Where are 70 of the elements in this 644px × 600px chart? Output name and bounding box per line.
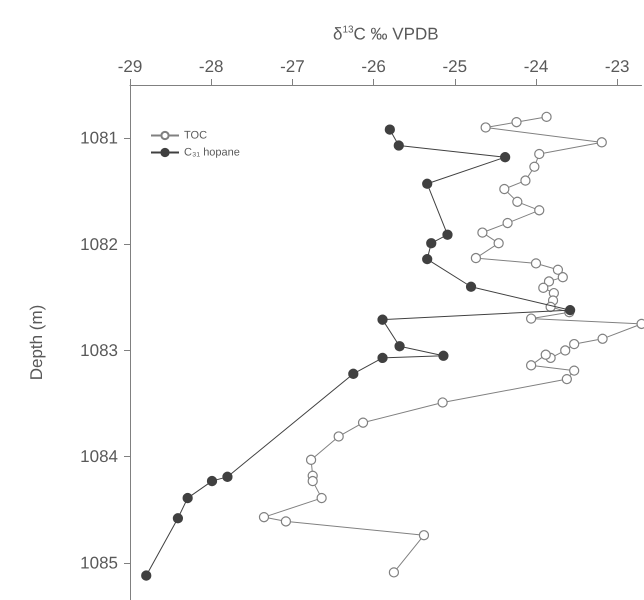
point (308, 476, 318, 486)
point (552, 264, 564, 275)
point (222, 472, 233, 482)
point (477, 228, 488, 238)
point (394, 140, 404, 151)
point (526, 360, 536, 370)
y-tick-label: 1082 (80, 234, 118, 254)
point (500, 152, 510, 162)
point (141, 570, 152, 581)
y-tick-label: 1081 (80, 128, 118, 148)
x-tick-label: -26 (361, 57, 386, 76)
x-tick-label: -25 (442, 57, 468, 76)
point (358, 418, 368, 428)
point (530, 258, 542, 268)
point (499, 184, 510, 194)
x-tick-label: -28 (198, 57, 224, 76)
point (562, 374, 572, 384)
point (422, 178, 432, 189)
point (206, 476, 218, 486)
point (384, 124, 395, 135)
point (280, 516, 292, 527)
point (541, 112, 552, 122)
legend-label: C₃₁ hopane (184, 146, 240, 158)
point (569, 338, 580, 350)
y-tick-label: 1084 (80, 447, 118, 466)
point (466, 282, 476, 292)
point (502, 218, 513, 228)
point (494, 238, 504, 248)
point (348, 368, 358, 379)
point (306, 454, 316, 465)
x-tick-label: -24 (524, 57, 548, 76)
point (558, 272, 568, 282)
x-tick-label: -27 (280, 57, 305, 76)
point (438, 397, 448, 408)
point (388, 567, 399, 578)
point (258, 512, 270, 522)
point (438, 350, 449, 361)
point (538, 282, 548, 293)
y-tick-label: 1083 (80, 340, 118, 360)
point (597, 334, 608, 344)
point (394, 341, 405, 352)
y-axis-title: Depth (m) (27, 304, 46, 380)
point (512, 196, 522, 207)
point (596, 137, 607, 148)
point (422, 254, 432, 264)
point (172, 513, 184, 524)
point (182, 492, 193, 504)
point (480, 122, 491, 133)
point (316, 492, 327, 504)
point (334, 431, 344, 442)
x-tick-label: -23 (604, 57, 630, 76)
point (377, 314, 388, 325)
point (470, 252, 482, 264)
point (520, 175, 531, 186)
point (560, 345, 570, 356)
point (442, 230, 453, 240)
point (529, 162, 540, 172)
point (377, 352, 388, 363)
point (511, 117, 522, 128)
point (569, 366, 580, 376)
point (426, 238, 436, 248)
point (418, 530, 430, 540)
y-tick-label: 1085 (80, 553, 118, 572)
point (544, 276, 554, 287)
legend-label: TOC (184, 130, 208, 142)
point (526, 314, 536, 324)
point (540, 350, 551, 360)
x-tick-label: -29 (118, 57, 142, 76)
point (534, 205, 544, 216)
point (534, 148, 544, 160)
